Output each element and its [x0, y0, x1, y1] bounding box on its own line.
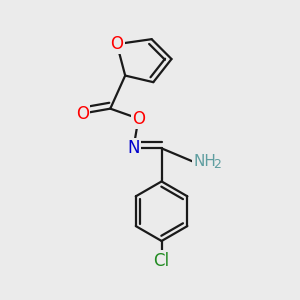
Text: 2: 2 [214, 158, 221, 171]
Text: N: N [127, 139, 140, 157]
Text: NH: NH [193, 154, 216, 169]
Text: O: O [110, 35, 123, 53]
Text: O: O [132, 110, 145, 128]
Text: Cl: Cl [154, 252, 169, 270]
Text: O: O [76, 105, 89, 123]
